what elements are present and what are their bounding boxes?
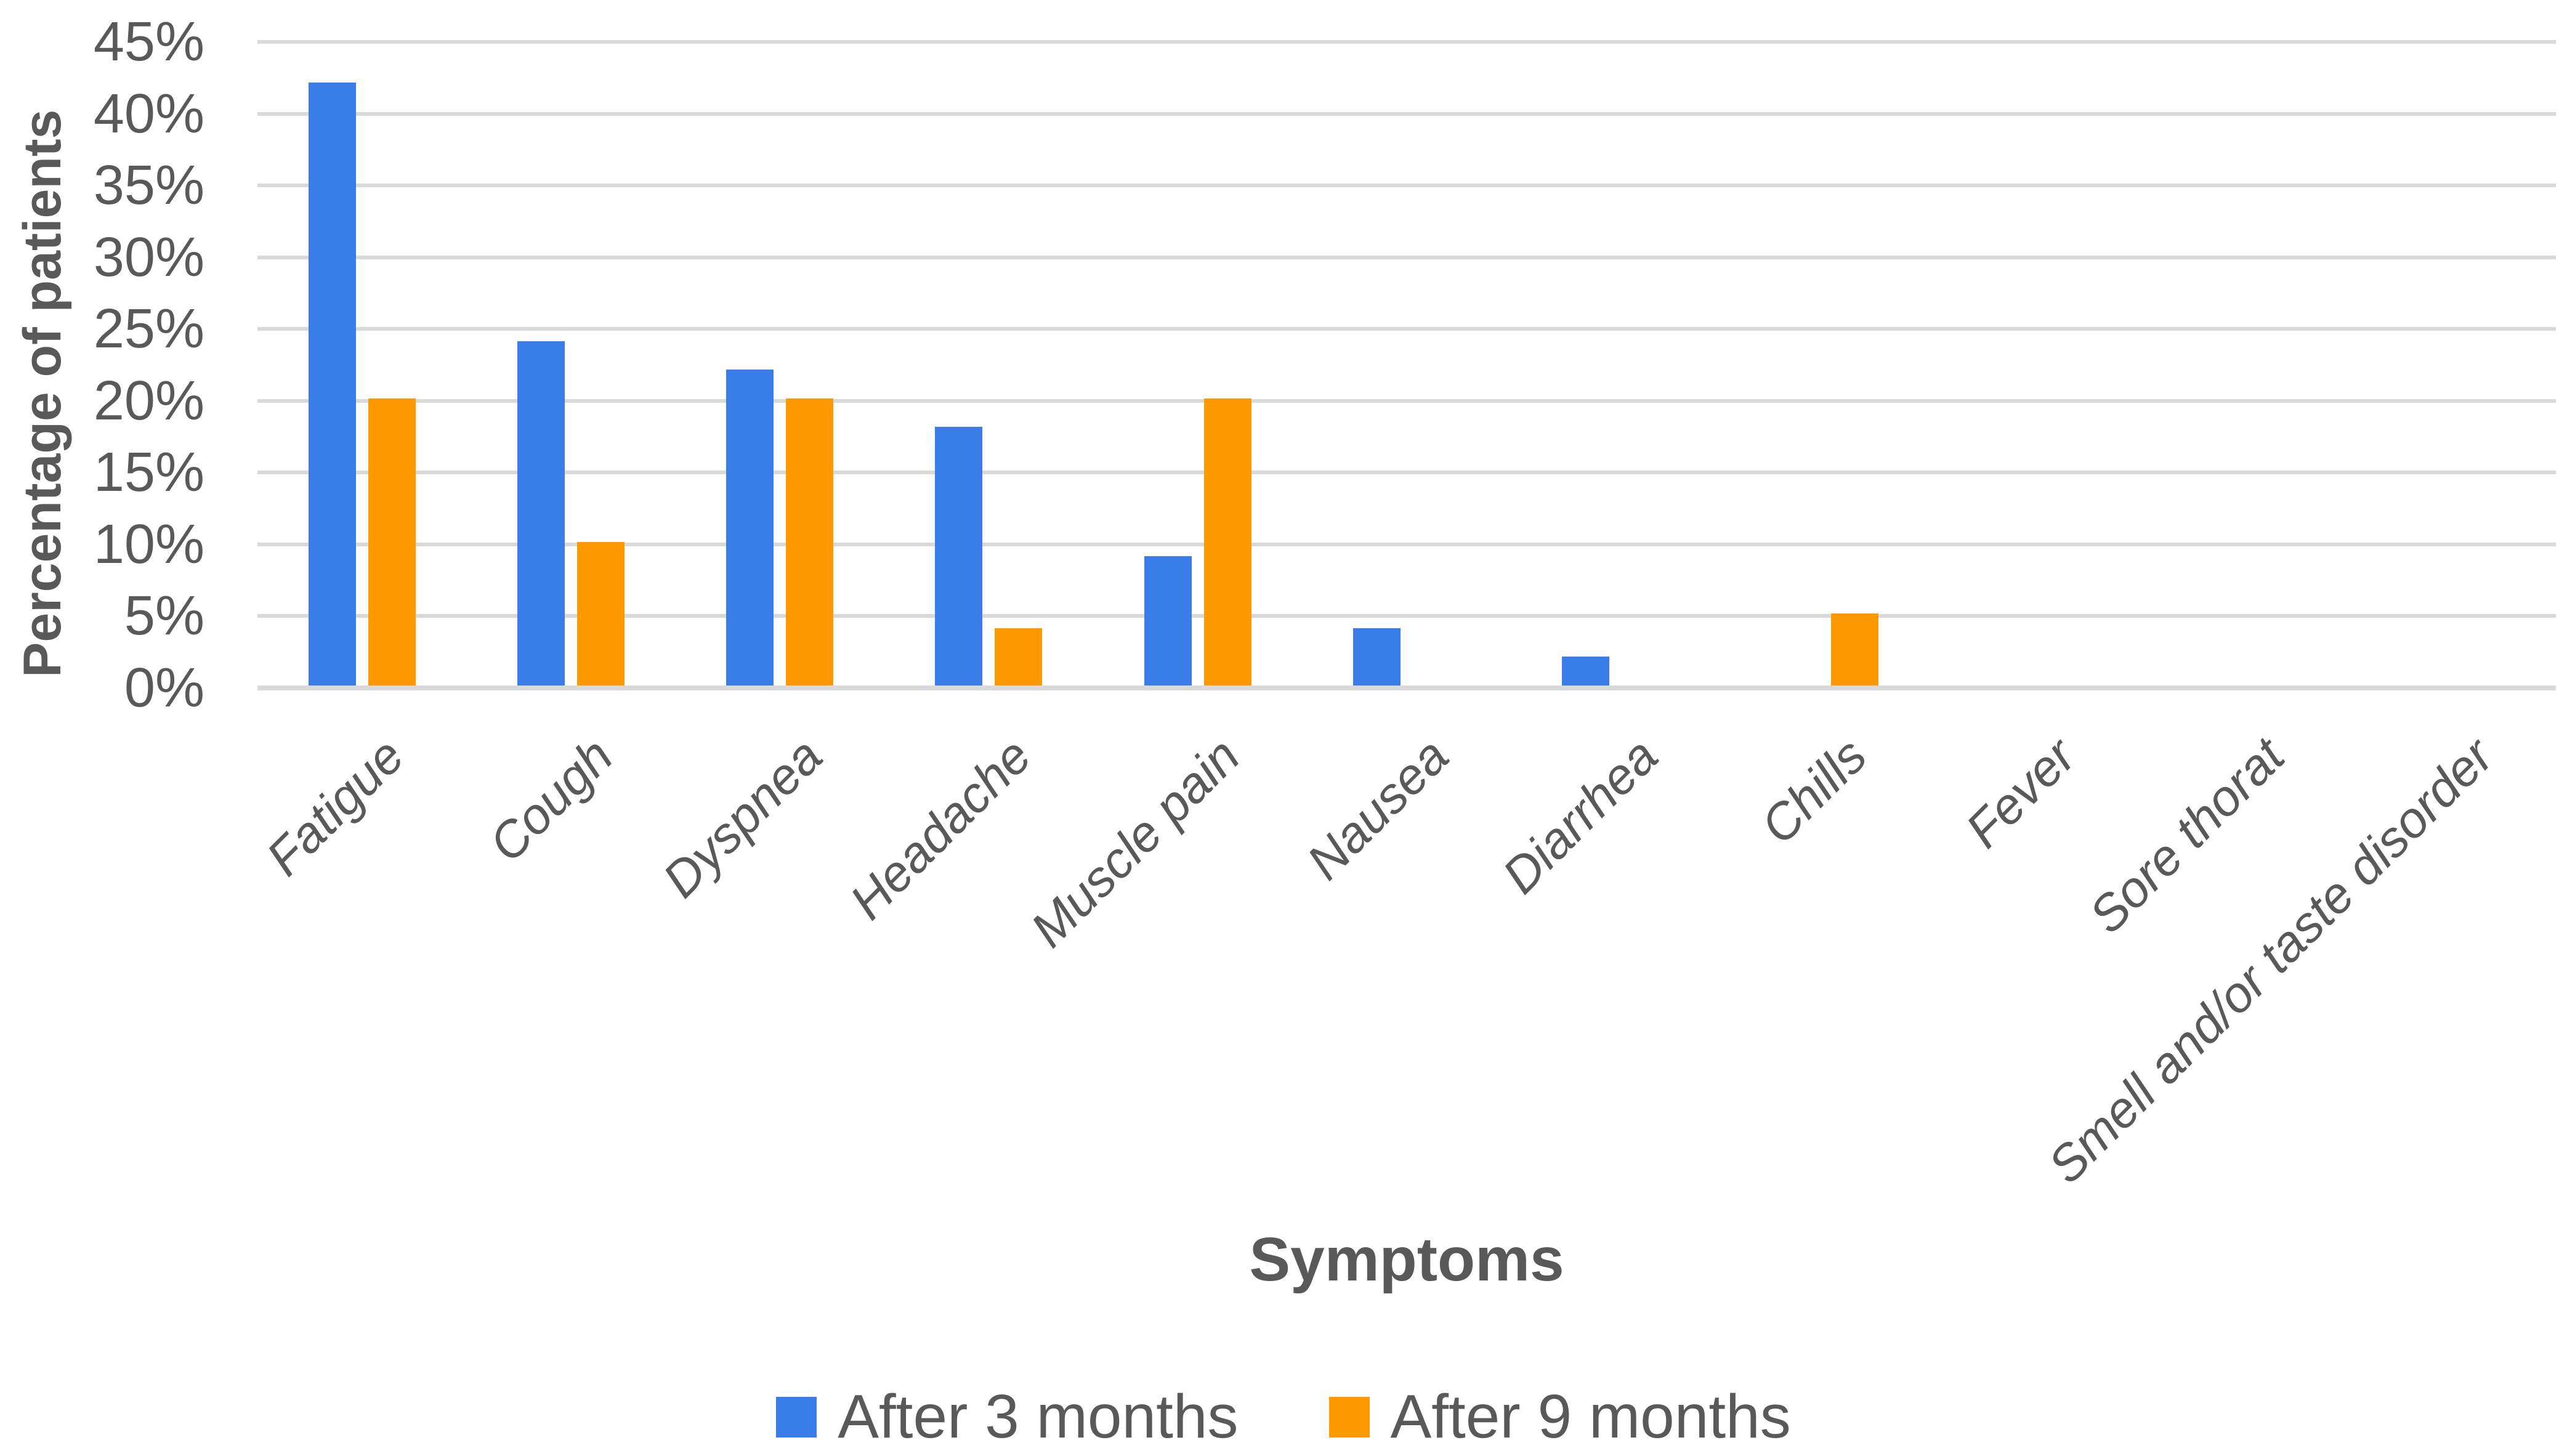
y-tick-label-15: 15% bbox=[93, 442, 204, 504]
legend-swatch-after-3-months bbox=[776, 1396, 817, 1438]
legend-item-after-9-months: After 9 months bbox=[1328, 1382, 1791, 1451]
legend: After 3 months After 9 months bbox=[0, 1385, 2567, 1449]
bar-after-9-months-dyspnea bbox=[786, 398, 834, 686]
bar-after-3-months-cough bbox=[517, 341, 565, 686]
x-category-label-fever: Fever bbox=[1955, 727, 2087, 859]
bar-after-3-months-fatigue bbox=[308, 82, 356, 686]
x-category-label-smell-and-or-taste-disorder: Smell and/or taste disorder bbox=[2037, 727, 2505, 1194]
bar-after-9-months-chills bbox=[1830, 613, 1878, 686]
x-category-label-muscle-pain: Muscle pain bbox=[1020, 727, 1251, 958]
x-category-label-dyspnea: Dyspnea bbox=[652, 727, 833, 908]
x-category-label-diarrhea: Diarrhea bbox=[1492, 727, 1669, 905]
bar-after-9-months-cough bbox=[576, 541, 625, 686]
gridline-45 bbox=[257, 40, 2556, 44]
gridline-20 bbox=[257, 398, 2556, 403]
gridline-35 bbox=[257, 184, 2556, 188]
y-tick-label-40: 40% bbox=[93, 83, 204, 145]
gridline-15 bbox=[257, 471, 2556, 475]
y-tick-label-25: 25% bbox=[93, 298, 204, 360]
x-axis-line bbox=[257, 686, 2556, 690]
legend-label-after-9-months: After 9 months bbox=[1390, 1382, 1791, 1451]
y-tick-label-0: 0% bbox=[124, 657, 204, 719]
y-tick-label-35: 35% bbox=[93, 155, 204, 217]
y-tick-label-30: 30% bbox=[93, 226, 204, 288]
bar-after-9-months-fatigue bbox=[368, 398, 416, 686]
legend-label-after-3-months: After 3 months bbox=[838, 1382, 1239, 1451]
y-tick-label-45: 45% bbox=[93, 11, 204, 73]
gridline-25 bbox=[257, 327, 2556, 331]
bar-after-3-months-dyspnea bbox=[726, 370, 774, 686]
gridline-5 bbox=[257, 614, 2556, 618]
bar-after-9-months-muscle-pain bbox=[1203, 398, 1251, 686]
y-tick-label-10: 10% bbox=[93, 513, 204, 575]
bar-after-3-months-nausea bbox=[1353, 628, 1401, 686]
x-category-label-nausea: Nausea bbox=[1296, 727, 1460, 891]
bar-after-3-months-headache bbox=[935, 427, 983, 686]
x-category-label-sore-thorat: Sore thorat bbox=[2079, 727, 2295, 944]
x-axis-title: Symptoms bbox=[1249, 1225, 1564, 1294]
bar-after-3-months-diarrhea bbox=[1562, 657, 1610, 686]
y-tick-label-20: 20% bbox=[93, 370, 204, 432]
bar-after-9-months-headache bbox=[995, 628, 1043, 686]
y-tick-label-5: 5% bbox=[124, 585, 204, 647]
legend-item-after-3-months: After 3 months bbox=[776, 1382, 1239, 1451]
gridline-10 bbox=[257, 542, 2556, 546]
x-category-label-fatigue: Fatigue bbox=[256, 727, 415, 887]
x-category-label-cough: Cough bbox=[479, 727, 624, 873]
gridline-40 bbox=[257, 111, 2556, 116]
legend-swatch-after-9-months bbox=[1328, 1396, 1370, 1438]
x-category-label-headache: Headache bbox=[839, 727, 1042, 931]
bar-after-3-months-muscle-pain bbox=[1144, 556, 1192, 686]
gridline-30 bbox=[257, 255, 2556, 259]
x-category-label-chills: Chills bbox=[1750, 727, 1878, 855]
